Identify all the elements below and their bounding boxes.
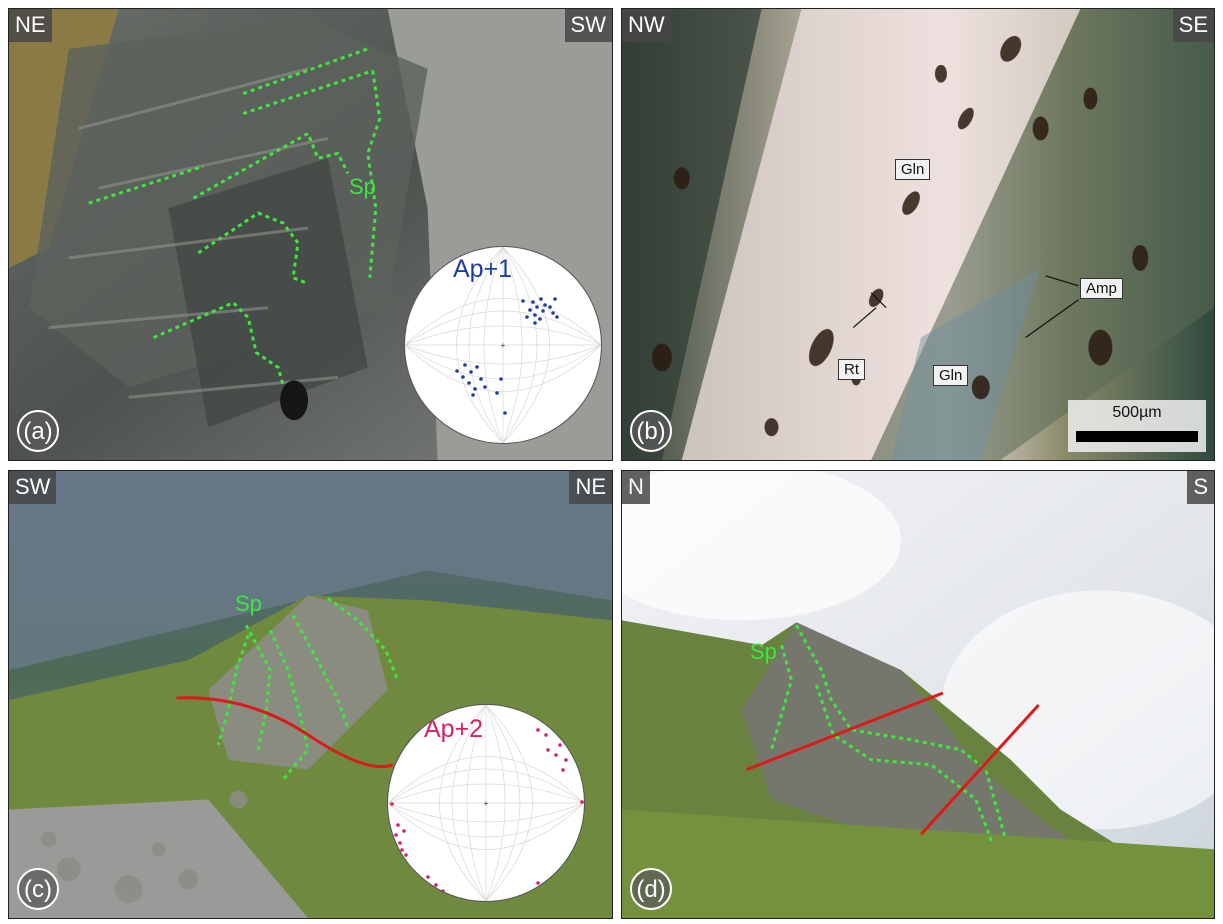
scale-bar-line: [1076, 431, 1198, 442]
panel-a-outcrop-photo: NE SW Sp +: [8, 8, 613, 461]
panel-letter: (d): [630, 868, 672, 910]
stereonet-title: Ap+1: [453, 255, 513, 283]
stereonet-grid: +: [388, 705, 584, 901]
scale-bar: 500µm: [1068, 400, 1206, 452]
panel-b-thin-section: NW SE Gln Amp Rt Gln 500µm (b): [621, 8, 1215, 461]
mineral-label-gln-lower: Gln: [933, 365, 969, 386]
mineral-label-gln-upper: Gln: [895, 159, 931, 180]
panel-letter: (c): [17, 868, 59, 910]
stereonet-grid: +: [405, 247, 601, 443]
fold-label: Sp: [235, 591, 262, 616]
mineral-label-amp: Amp: [1080, 278, 1123, 299]
panel-d-landscape-photo: N S Sp (d): [621, 470, 1215, 919]
stereonet-poles: [390, 725, 584, 893]
direction-label-left: N: [622, 471, 650, 504]
panel-letter: (a): [17, 410, 59, 452]
direction-label-right: SE: [1172, 9, 1214, 42]
stereonet-ap1: + Ap+1: [404, 246, 602, 444]
direction-label-right: SW: [564, 9, 612, 42]
svg-text:+: +: [484, 799, 489, 808]
panel-letter: (b): [630, 410, 672, 452]
fold-label: Sp: [349, 174, 376, 199]
scale-bar-label: 500µm: [1112, 404, 1162, 421]
mineral-label-rt: Rt: [838, 359, 865, 380]
direction-label-right: S: [1187, 471, 1214, 504]
fold-label: Sp: [750, 639, 777, 664]
direction-label-right: NE: [569, 471, 612, 504]
stereonet-ap2: + Ap+2: [387, 704, 585, 902]
micrograph-image: [622, 9, 1214, 460]
direction-label-left: NE: [9, 9, 52, 42]
stereonet-poles: [455, 297, 559, 415]
direction-label-left: SW: [9, 471, 57, 504]
svg-text:+: +: [501, 341, 506, 350]
ridge-sky-image: [622, 471, 1214, 918]
direction-label-left: NW: [622, 9, 671, 42]
stereonet-title: Ap+2: [424, 715, 484, 743]
panel-c-landscape-photo: SW NE Sp + Ap+2 (c): [8, 470, 613, 919]
